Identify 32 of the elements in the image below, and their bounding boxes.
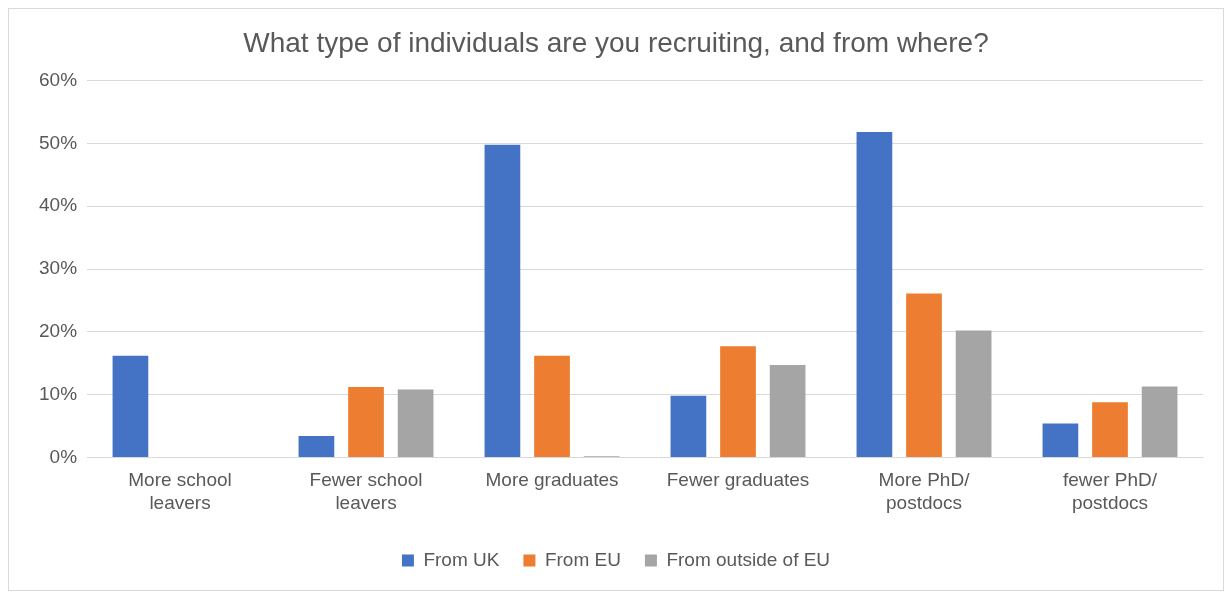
bar [534,355,570,457]
bar [955,330,992,457]
bar [1141,386,1178,457]
x-tick-label: fewer PhD/ postdocs [1063,469,1158,513]
chart-title: What type of individuals are you recruiting, and from where? [243,26,989,58]
x-tick-label: More PhD/ postdocs [878,469,971,513]
bar [484,144,521,457]
x-tick-label: More school leavers [128,469,232,513]
y-tick-label: 30% [39,257,78,279]
bar [720,346,756,457]
bar [670,395,707,457]
bar [298,436,335,457]
bar [348,387,384,457]
x-tick-label: Fewer graduates [666,469,810,491]
bar [856,132,893,457]
bar [906,293,942,457]
bar [1092,402,1128,457]
y-tick-label: 60% [39,68,78,90]
legend-label: From outside of EU [666,548,831,570]
y-tick-label: 50% [39,131,78,153]
bar [112,355,149,457]
bar [1042,423,1079,457]
bar [397,389,434,457]
legend-label: From EU [544,548,621,570]
legend-label: From UK [423,548,500,570]
x-tick-label: More graduates [485,469,619,491]
y-tick-label: 20% [39,320,78,342]
y-tick-label: 40% [39,194,78,216]
y-tick-label: 10% [39,382,78,404]
bar [769,365,806,457]
y-tick-label: 0% [49,445,78,467]
x-tick-label: Fewer school leavers [309,469,423,513]
